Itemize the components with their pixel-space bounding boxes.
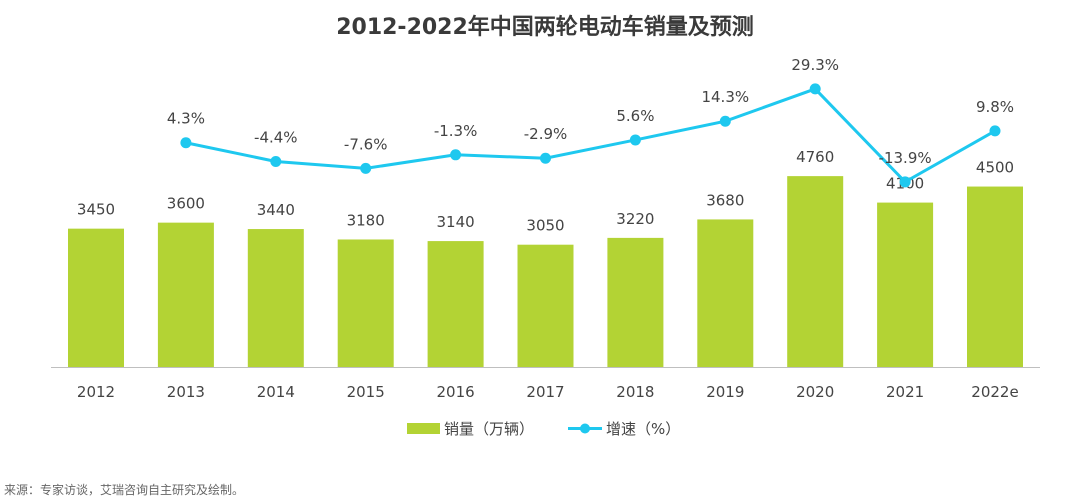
x-tick-label: 2016 [437, 383, 475, 401]
bar-2015 [337, 239, 394, 367]
bar-value-label: 3220 [616, 210, 654, 228]
growth-point-2018 [629, 134, 641, 146]
x-tick-label: 2018 [616, 383, 654, 401]
growth-value-label: 9.8% [976, 98, 1014, 116]
bar-2012 [68, 228, 124, 367]
bar-2021 [877, 202, 934, 367]
growth-value-label: 29.3% [791, 56, 839, 74]
legend-line-label: 增速（%） [606, 420, 680, 438]
bar-value-label: 4760 [796, 148, 834, 166]
growth-value-label: 5.6% [616, 107, 654, 125]
legend-bar-swatch [407, 423, 440, 434]
growth-point-2016 [450, 149, 462, 161]
bar-value-label: 3680 [706, 191, 744, 209]
growth-point-2015 [360, 162, 372, 174]
bar-value-label: 3450 [77, 201, 115, 219]
x-tick-label: 2014 [257, 383, 295, 401]
x-tick-label: 2012 [77, 383, 115, 401]
growth-point-2017 [540, 152, 551, 164]
bar-2016 [427, 241, 484, 367]
bar-value-label: 3600 [167, 195, 205, 213]
bar-2020 [787, 176, 844, 367]
x-tick-label: 2022e [971, 383, 1018, 401]
growth-value-label: -7.6% [344, 135, 388, 153]
growth-point-2022e [989, 125, 1001, 137]
growth-value-label: 14.3% [701, 88, 749, 106]
x-tick-label: 2019 [706, 383, 744, 401]
x-tick-label: 2021 [886, 383, 924, 401]
growth-value-label: -13.9% [879, 149, 932, 167]
growth-value-label: 4.3% [167, 110, 205, 128]
bar-value-label: 3440 [257, 201, 295, 219]
bar-value-label: 3180 [347, 211, 385, 229]
x-tick-label: 2017 [526, 383, 564, 401]
bar-2022e [967, 186, 1023, 367]
growth-line [185, 87, 996, 184]
bar-value-label: 3050 [526, 217, 564, 235]
x-tick-label: 2015 [347, 383, 385, 401]
growth-point-2021 [899, 176, 911, 188]
bar-value-label: 4500 [976, 159, 1014, 177]
x-tick-label: 2020 [796, 383, 834, 401]
legend-line-marker [580, 423, 590, 434]
legend: 销量（万辆） 增速（%） [407, 420, 680, 438]
growth-point-2014 [270, 155, 282, 167]
growth-value-label: -4.4% [254, 128, 298, 146]
bar-value-label: 3140 [437, 213, 475, 231]
x-tick-label: 2013 [167, 383, 205, 401]
bar-2019 [697, 219, 754, 367]
bar-2017 [517, 244, 574, 367]
growth-point-2013 [180, 137, 192, 149]
source-note: 来源：专家访谈，艾瑞咨询自主研究及绘制。 [4, 482, 244, 497]
growth-value-label: -1.3% [434, 122, 478, 140]
legend-bar-label: 销量（万辆） [444, 420, 534, 438]
bar-2018 [607, 237, 664, 367]
bar-2013 [157, 222, 214, 367]
growth-point-2020 [809, 83, 821, 95]
growth-value-label: -2.9% [524, 125, 568, 143]
chart-title: 2012-2022年中国两轮电动车销量及预测 [336, 14, 754, 40]
bar-2014 [247, 229, 304, 367]
growth-point-2019 [719, 115, 731, 127]
